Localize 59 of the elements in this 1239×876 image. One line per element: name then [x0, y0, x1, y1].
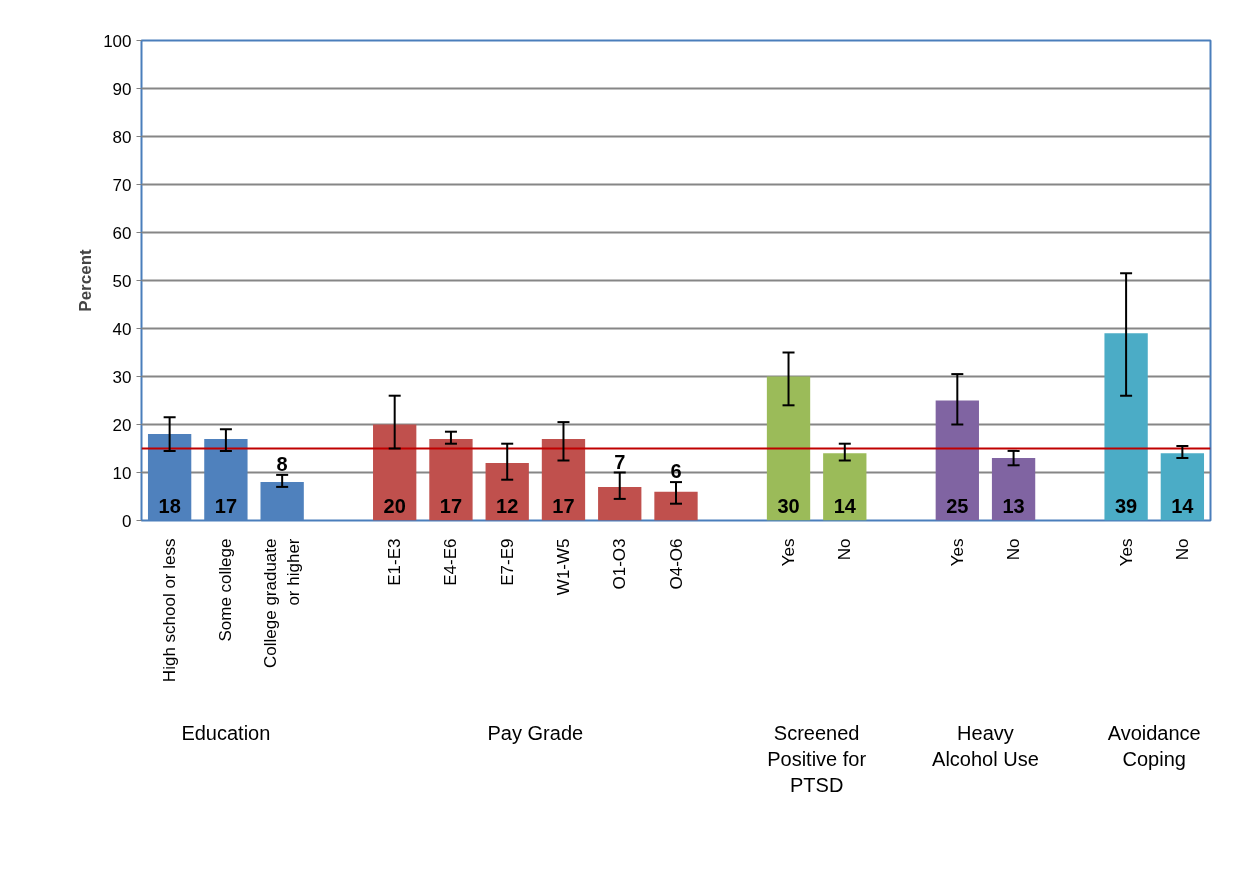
bar: [541, 438, 586, 521]
bar: [373, 424, 417, 521]
data-label: 25: [946, 494, 969, 517]
x-tick-label: O4-O6: [666, 538, 686, 590]
data-label: 17: [552, 494, 575, 517]
bar: [598, 486, 642, 521]
data-label: 30: [777, 494, 800, 517]
data-label: 18: [158, 494, 181, 517]
data-label: 17: [439, 494, 463, 517]
bar: [991, 458, 1036, 521]
y-tick-label: 40: [112, 319, 132, 339]
x-tick-label: E4-E6: [441, 538, 461, 586]
text: Avoidance Coping: [1107, 721, 1201, 770]
bar: [823, 453, 867, 521]
x-tick-label: Yes: [947, 538, 967, 567]
x-tick-label: No: [835, 538, 855, 561]
data-label: 14: [833, 494, 857, 517]
data-label: 20: [383, 494, 406, 517]
y-tick-label: 50: [112, 271, 132, 291]
y-tick-label: 20: [112, 415, 132, 435]
y-tick-label: 60: [112, 223, 132, 243]
y-tick-label: 30: [112, 367, 132, 387]
x-tick-label: E1-E3: [385, 538, 405, 586]
x-tick-label: No: [1004, 538, 1024, 561]
text: Education: [181, 721, 271, 744]
data-label: 17: [214, 494, 238, 517]
bar: [1160, 453, 1205, 521]
y-tick-label: 80: [112, 127, 132, 147]
x-tick-label: Yes: [779, 538, 799, 567]
data-label: 13: [1002, 494, 1025, 517]
data-label: 12: [496, 494, 519, 517]
data-label: 14: [1171, 494, 1195, 517]
x-tick-label: O1-O3: [610, 538, 630, 590]
text: Screened Positive for PTSD: [767, 721, 867, 797]
data-label: 8: [276, 452, 288, 475]
x-tick-label: E7-E9: [497, 538, 517, 586]
y-tick-label: 0: [122, 511, 132, 531]
y-tick-label: 90: [112, 79, 132, 99]
x-tick-label: High school or less: [160, 538, 180, 683]
x-tick-label: No: [1172, 538, 1192, 561]
y-axis-title: Percent: [76, 248, 96, 312]
bar: [766, 376, 811, 521]
bar: [485, 462, 529, 521]
y-tick-label: 100: [103, 31, 132, 51]
x-tick-label: College graduate or higher: [261, 538, 304, 668]
data-label: 7: [614, 450, 626, 473]
text: Heavy Alcohol Use: [932, 721, 1039, 770]
text: Pay Grade: [487, 721, 584, 744]
bar: [429, 438, 473, 521]
y-tick-label: 70: [112, 175, 132, 195]
bar: [1104, 333, 1148, 521]
x-tick-label: W1-W5: [553, 538, 573, 596]
x-tick-label: Some college: [216, 538, 236, 642]
bar: [935, 400, 979, 521]
data-label: 39: [1114, 494, 1138, 517]
data-label: 6: [670, 460, 682, 483]
x-tick-label: Yes: [1116, 538, 1136, 567]
y-tick-label: 10: [112, 463, 132, 483]
bar: [654, 491, 698, 521]
